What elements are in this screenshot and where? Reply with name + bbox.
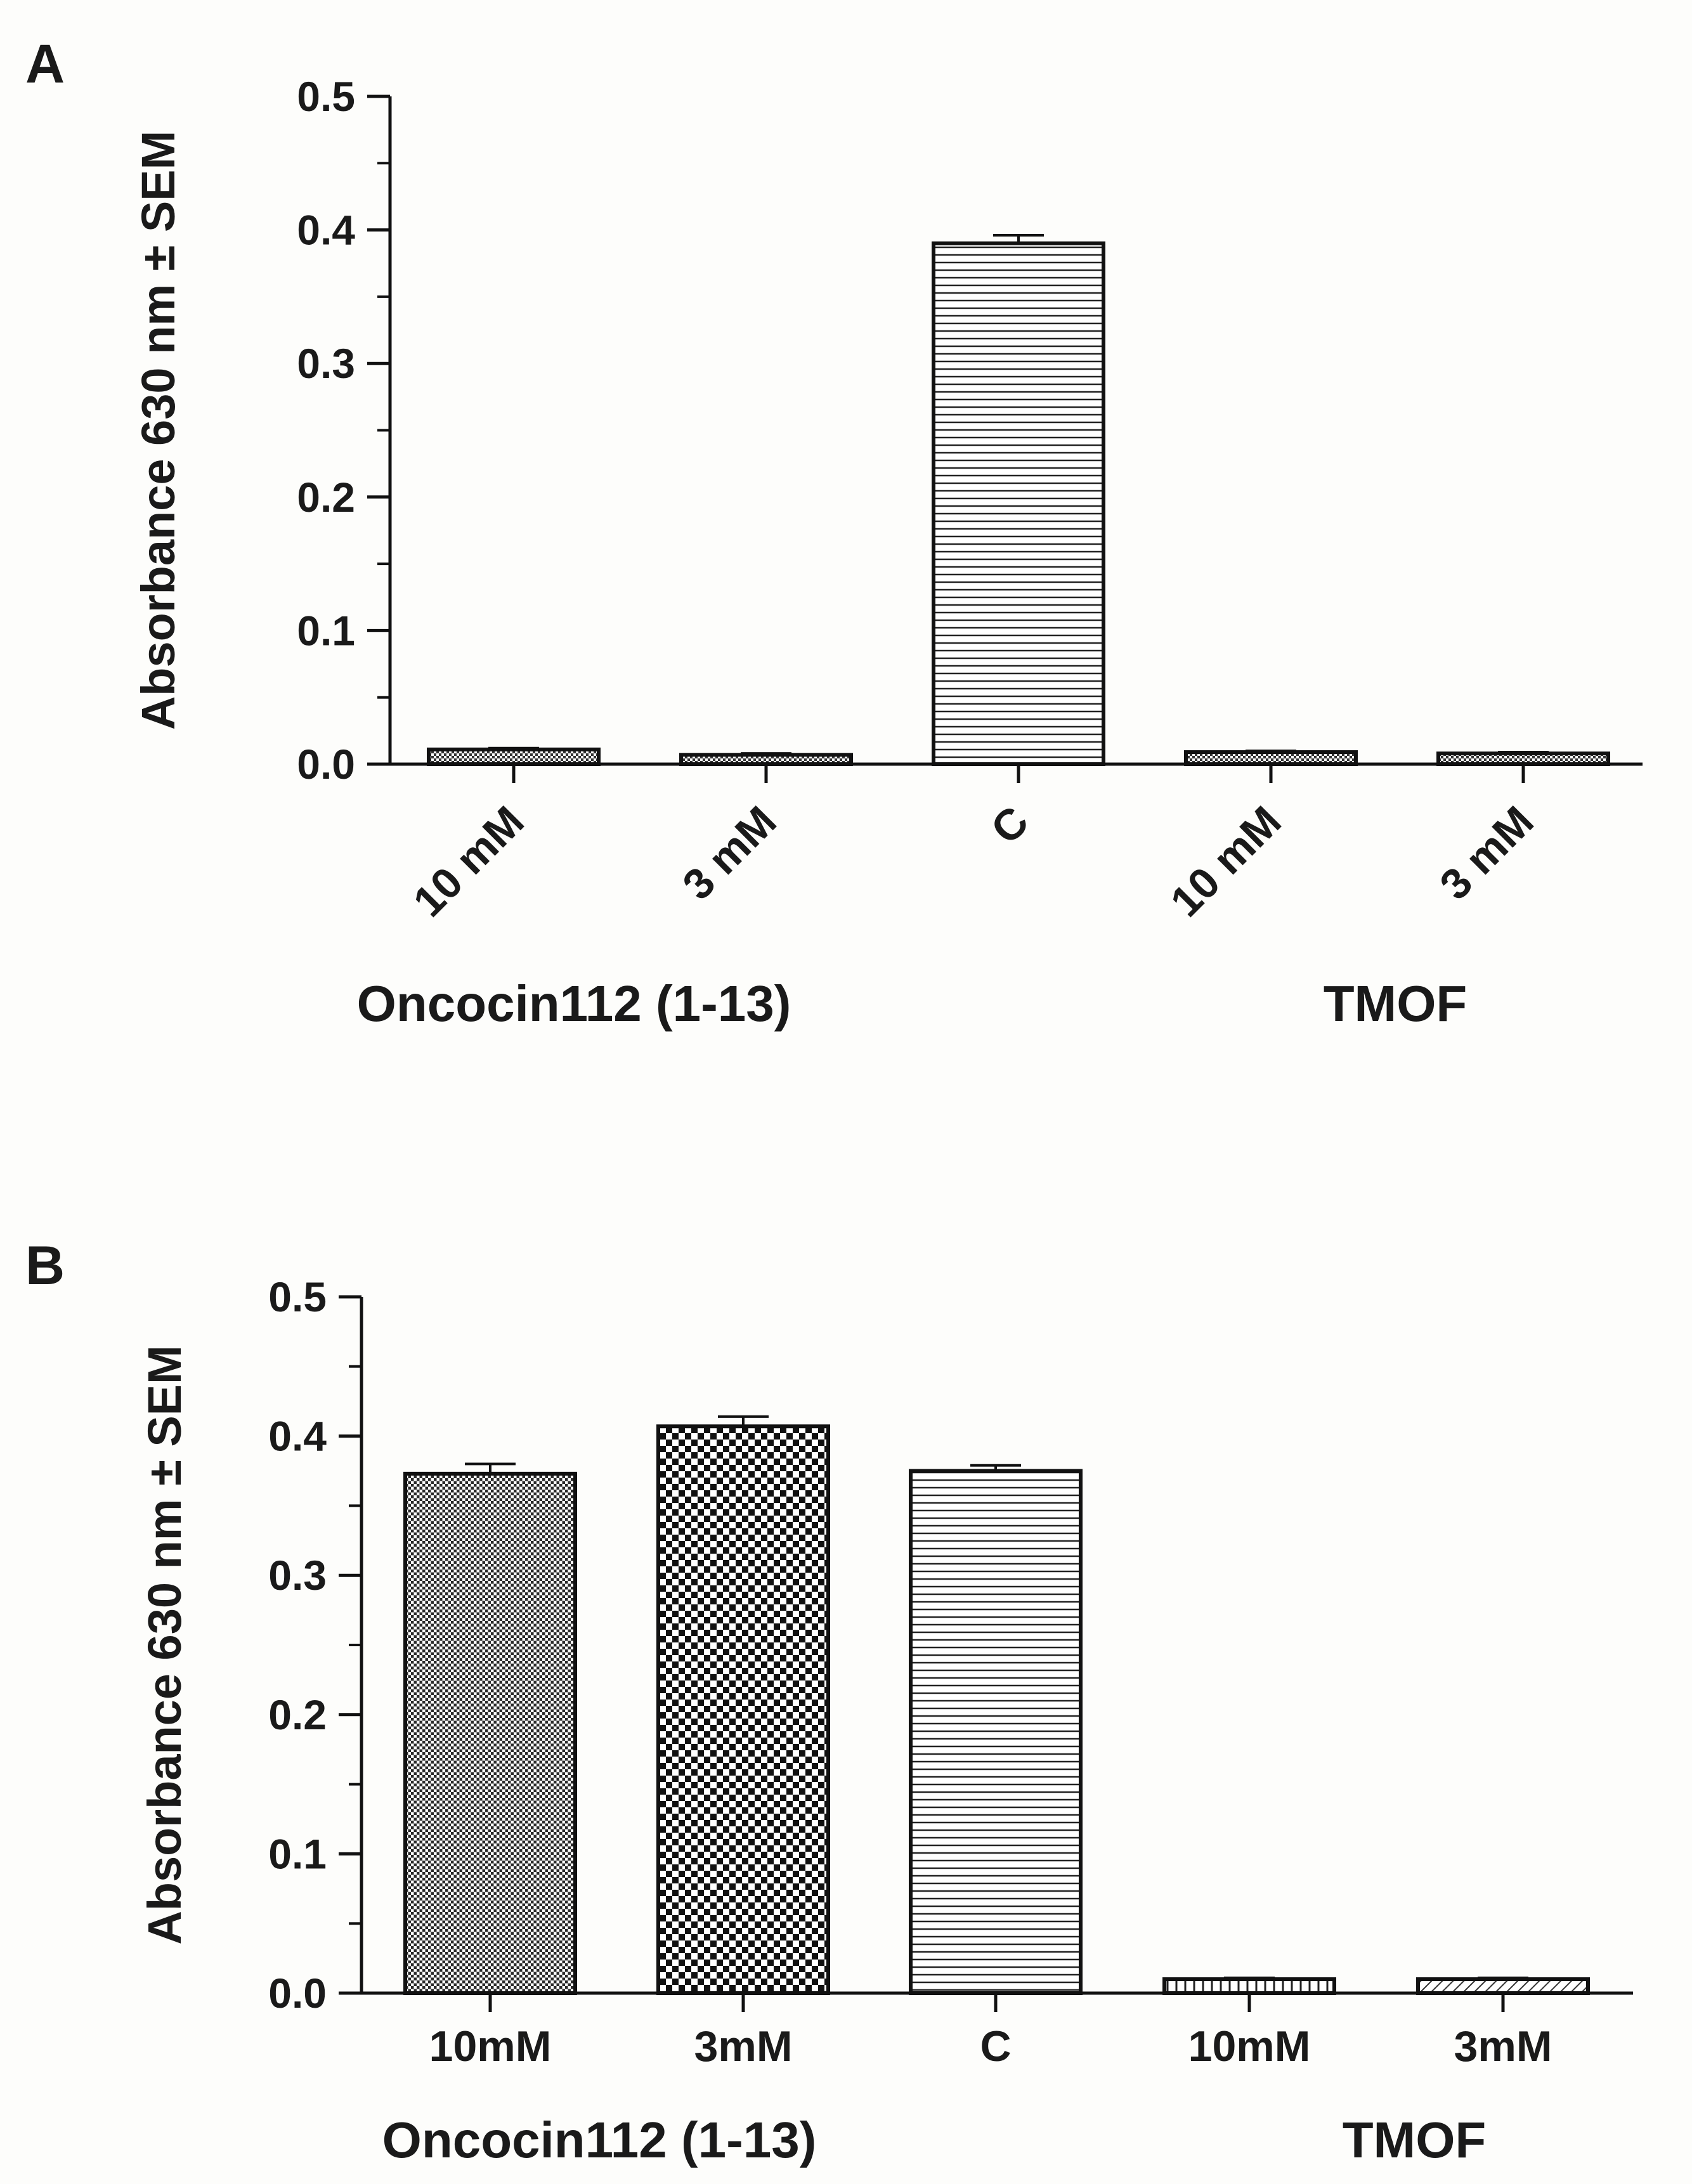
bar xyxy=(403,1471,577,1996)
y-tick-label: 0.1 xyxy=(268,1830,327,1877)
y-tick-label: 0.2 xyxy=(297,474,355,521)
y-tick-label: 0.5 xyxy=(268,1273,327,1320)
y-tick-label: 0.0 xyxy=(268,1970,327,2017)
bar xyxy=(1436,751,1610,766)
y-tick-label: 0.4 xyxy=(268,1413,327,1460)
y-axis-title: Absorbance 630 nm ± SEM xyxy=(132,131,185,730)
y-tick-label: 0.4 xyxy=(297,207,355,254)
x-category-label: 3 mM xyxy=(674,797,786,909)
bar xyxy=(1184,750,1358,767)
group-label: TMOF xyxy=(1324,975,1467,1032)
y-axis-title: Absorbance 630 nm ± SEM xyxy=(138,1345,191,1944)
x-category-label: 10mM xyxy=(429,2022,552,2070)
chart-panel-b: B 0.0 0.1 0.2 0.3 0.4 0.5 Absorbance 630 nm ± S… xyxy=(25,1235,1633,2168)
chart-panel-a: A 0.0 0.1 0.2 0.3 0.4 0.5 Absorbance 630 nm ± S… xyxy=(25,34,1643,1032)
x-category-label: 10mM xyxy=(1188,2022,1311,2070)
group-label: Oncocin112 (1-13) xyxy=(357,975,791,1032)
x-category-label: 3mM xyxy=(1454,2022,1552,2070)
x-category-label: 10 mM xyxy=(1161,797,1290,926)
y-tick-label: 0.3 xyxy=(297,340,355,387)
x-category-label: 3 mM xyxy=(1431,797,1543,909)
y-tick-label: 0.0 xyxy=(297,741,355,788)
x-category-label: C xyxy=(980,2022,1011,2070)
bar xyxy=(1162,1977,1336,1996)
y-tick-label: 0.5 xyxy=(297,73,355,120)
x-category-label: 10 mM xyxy=(404,797,533,926)
y-tick-label: 0.3 xyxy=(268,1552,327,1599)
y-tick-label: 0.2 xyxy=(268,1691,327,1738)
panel-letter: A xyxy=(25,34,65,94)
y-tick-label: 0.1 xyxy=(297,607,355,654)
x-category-label: C xyxy=(982,797,1038,853)
group-label: TMOF xyxy=(1343,2112,1487,2168)
bar xyxy=(909,1469,1083,1995)
bar xyxy=(656,1424,830,1995)
bar xyxy=(1416,1977,1590,1996)
x-category-label: 3mM xyxy=(694,2022,793,2070)
bar xyxy=(679,753,853,767)
bar xyxy=(427,747,601,766)
panel-letter: B xyxy=(25,1235,65,1296)
bar xyxy=(932,241,1105,767)
group-label: Oncocin112 (1-13) xyxy=(382,2112,817,2168)
